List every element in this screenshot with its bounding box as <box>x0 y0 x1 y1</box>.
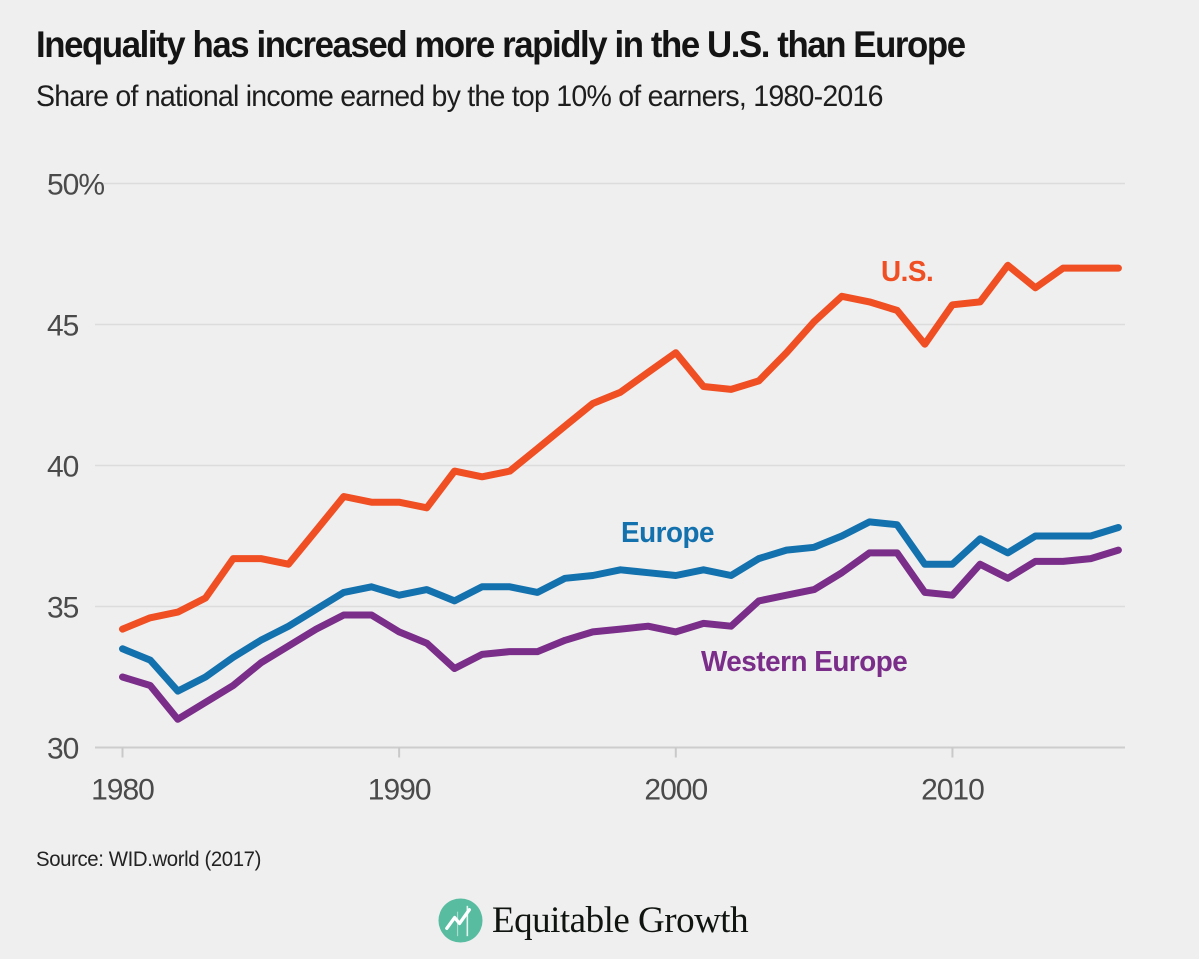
logo-trend-icon <box>438 897 483 943</box>
chart-title: Inequality has increased more rapidly in… <box>36 24 966 65</box>
x-axis-label-2000: 2000 <box>644 774 707 807</box>
equitable-growth-logo: Equitable Growth <box>438 894 749 946</box>
line-series-europe <box>119 518 1122 695</box>
x-axis-label-1990: 1990 <box>368 774 431 807</box>
line-series-u-s- <box>119 261 1122 633</box>
chart-subtitle: Share of national income earned by the t… <box>36 80 883 113</box>
y-axis-label-45: 45 <box>47 310 79 343</box>
series-label-europe: Europe <box>621 517 715 549</box>
y-axis-label-40: 40 <box>47 451 79 484</box>
y-axis-label-50: 50% <box>47 169 104 202</box>
series-label-western-europe: Western Europe <box>701 646 908 678</box>
y-axis-label-30: 30 <box>47 733 79 766</box>
y-axis-label-35: 35 <box>47 592 79 625</box>
logo-wordmark: Equitable Growth <box>492 899 749 941</box>
x-axis-label-1980: 1980 <box>91 774 154 807</box>
source-note: Source: WID.world (2017) <box>36 848 262 871</box>
x-axis-label-2010: 2010 <box>921 774 984 807</box>
series-label-us: U.S. <box>881 256 934 288</box>
line-series-western-europe <box>119 546 1122 723</box>
